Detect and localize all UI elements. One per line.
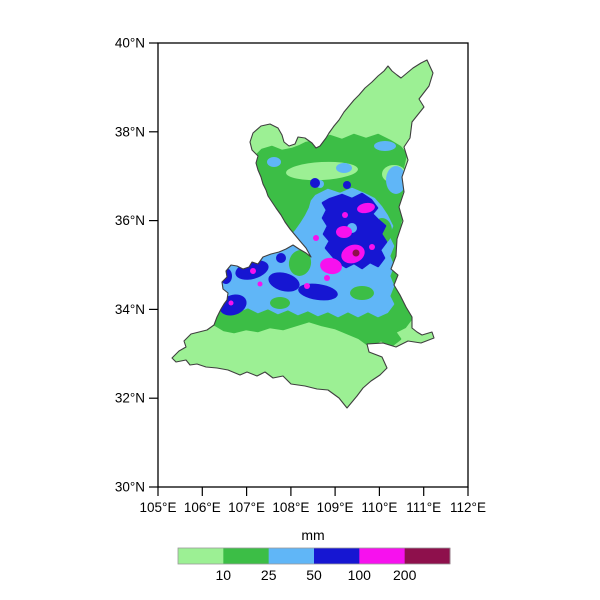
band-10-25-island: [350, 286, 374, 300]
y-tick-label: 38°N: [115, 124, 145, 139]
band-gt200-spot: [352, 249, 360, 257]
band-100-200-blob: [324, 275, 330, 281]
colorbar-segment: [178, 548, 224, 564]
x-tick-label: 110°E: [361, 500, 397, 515]
band-100-200-blob: [250, 268, 256, 274]
band-25-50-blob: [374, 141, 396, 151]
band-100-200-blob: [304, 283, 310, 289]
colorbar-tick-label: 50: [306, 567, 322, 583]
band-10-25-island: [270, 297, 290, 309]
band-100-200-blob: [313, 235, 319, 241]
band-100-200-blob: [228, 300, 234, 306]
band-25-50-blob: [267, 157, 281, 167]
colorbar-tick-label: 10: [216, 567, 232, 583]
colorbar-tick-label: 200: [393, 567, 417, 583]
x-tick-label: 105°E: [140, 500, 177, 515]
colorbar-segment: [268, 548, 315, 564]
band-10-25-island: [288, 250, 312, 276]
province-outline: [171, 59, 435, 409]
x-tick-label: 106°E: [184, 500, 221, 515]
y-tick-label: 34°N: [115, 302, 145, 317]
colorbar-border: [177, 547, 451, 565]
colorbar-tick-label: 100: [348, 567, 372, 583]
y-tick-label: 40°N: [115, 36, 145, 51]
x-tick-label: 111°E: [406, 500, 441, 515]
y-tick-label: 32°N: [115, 391, 145, 406]
colorbar-tick-label: 25: [261, 567, 277, 583]
y-tick-label: 30°N: [115, 480, 145, 495]
colorbar: 10 25 50 100 200: [177, 547, 451, 583]
axes-layer: 105°E 106°E 107°E 108°E 109°E 110°E 111°E 112°E…: [115, 36, 486, 516]
x-tick-label: 112°E: [450, 500, 486, 515]
band-100-200-blob: [257, 281, 263, 287]
colorbar-segment: [404, 548, 451, 564]
x-tick-label: 107°E: [228, 500, 265, 515]
colorbar-segment: [314, 548, 360, 564]
band-100-200-blob: [320, 257, 342, 275]
band-100-200-blob: [357, 202, 375, 214]
colorbar-segment: [223, 548, 270, 564]
x-tick-label: 109°E: [317, 500, 354, 515]
band-25-50-blob: [386, 166, 406, 194]
band-50-100-blob: [310, 178, 320, 188]
y-tick-label: 36°N: [115, 213, 145, 228]
band-100-200-blob: [336, 226, 352, 238]
plot-frame: [157, 42, 469, 488]
band-50-100-blob: [268, 272, 300, 292]
contour-map-layers: [171, 59, 435, 409]
band-100-200-blob: [369, 244, 375, 250]
band-50-100-blob: [343, 181, 351, 189]
clipped-contours: [172, 60, 434, 408]
band-25-50-blob: [336, 163, 352, 173]
band-50-100-blob: [276, 253, 286, 263]
colorbar-segment: [359, 548, 406, 564]
x-tick-label: 108°E: [272, 500, 309, 515]
colorbar-title: mm: [301, 527, 324, 543]
band-100-200-blob: [342, 212, 348, 218]
